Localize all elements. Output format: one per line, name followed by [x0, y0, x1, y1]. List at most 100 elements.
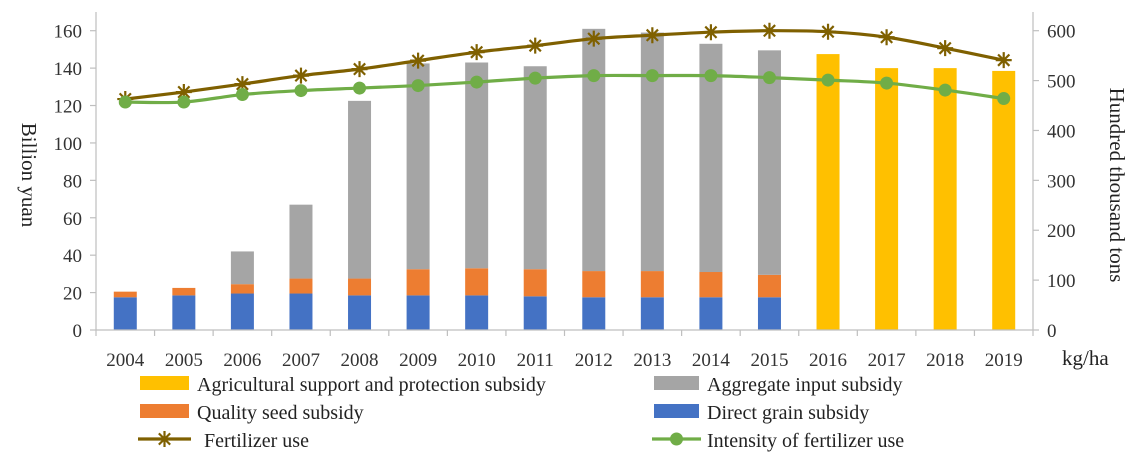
bar-segment [699, 297, 723, 330]
series-point [821, 73, 835, 87]
legend-marker [670, 432, 683, 446]
legend-swatch [654, 376, 699, 390]
right-tick-label: 0 [1047, 321, 1057, 342]
bar-segment [582, 271, 606, 298]
bar-segment [757, 297, 781, 330]
left-tick-label: 20 [63, 284, 82, 305]
bar-segment [465, 62, 489, 269]
series-point [937, 40, 954, 57]
bar-segment [465, 268, 489, 296]
bar-segment [816, 54, 840, 331]
series-point [353, 81, 367, 95]
series-point [995, 52, 1012, 69]
series-point [645, 69, 659, 83]
right-tick-label: 300 [1047, 171, 1076, 192]
left-tick-label: 140 [54, 59, 83, 80]
series-point [470, 75, 484, 89]
bar-segment [230, 293, 254, 330]
bar-segment [172, 295, 196, 330]
bar-segment [289, 293, 313, 330]
series-point [880, 76, 894, 90]
bar-segment [348, 295, 372, 330]
legend: Agricultural support and protection subs… [138, 374, 904, 452]
bar-segment [230, 251, 254, 285]
right-axis-unit-label: kg/ha [1062, 346, 1109, 370]
right-tick-label: 100 [1047, 271, 1076, 292]
series-point [704, 69, 718, 83]
legend-label: Fertilizer use [204, 430, 309, 452]
series-point [761, 22, 778, 39]
bar-segment [875, 68, 899, 330]
legend-label: Agricultural support and protection subs… [197, 374, 546, 396]
left-tick-label: 100 [54, 134, 83, 155]
series-point [351, 61, 368, 78]
ticks-layer: 0 20 40 60 80 100 120 140 160 0 100 200 300 400 500 600… [54, 22, 1076, 371]
legend-label: Intensity of fertilizer use [707, 430, 904, 452]
series-line [125, 29, 1005, 101]
bar-segment [289, 278, 313, 294]
legend-swatch [654, 404, 699, 418]
x-tick-label: 2007 [282, 350, 320, 371]
series-point [410, 52, 427, 69]
x-tick-label: 2015 [750, 350, 788, 371]
left-tick-label: 40 [63, 246, 82, 267]
bar-segment [933, 68, 957, 330]
legend-swatch [140, 404, 189, 418]
series-point [294, 84, 308, 98]
series-point [528, 71, 542, 85]
left-tick-label: 160 [54, 22, 83, 43]
x-tick-label: 2018 [926, 350, 964, 371]
right-axis-title: Hundred thousand tons [1105, 88, 1125, 283]
bar-segment [757, 50, 781, 275]
bar-segment [640, 32, 664, 272]
series-point [938, 83, 952, 97]
bar-segment [523, 66, 547, 270]
series-point [234, 76, 251, 93]
x-tick-label: 2006 [223, 350, 261, 371]
series-point [118, 95, 132, 109]
legend-marker [156, 431, 173, 447]
x-tick-label: 2014 [692, 350, 731, 371]
x-tick-label: 2016 [809, 350, 847, 371]
left-axis-title: Billion yuan [17, 123, 41, 228]
bar-segment [640, 297, 664, 330]
bar-segment [113, 297, 137, 330]
left-tick-label: 120 [54, 97, 83, 118]
series-point [585, 30, 602, 47]
bar-segment [523, 296, 547, 330]
bars-layer [113, 28, 1016, 331]
bar-segment [699, 43, 723, 273]
legend-swatch [140, 376, 189, 390]
bar-segment [582, 28, 606, 272]
right-tick-label: 200 [1047, 221, 1076, 242]
series-point [820, 23, 837, 40]
series-point [997, 92, 1011, 106]
x-tick-label: 2008 [341, 350, 379, 371]
series-line [125, 73, 1004, 105]
bar-segment [582, 297, 606, 330]
bar-segment [992, 70, 1016, 331]
series-point [177, 95, 191, 109]
left-tick-label: 80 [63, 171, 82, 192]
series-point [644, 27, 661, 44]
series-point [762, 71, 776, 85]
left-tick-label: 60 [63, 209, 82, 230]
bar-segment [699, 272, 723, 298]
series-point [411, 79, 425, 93]
series-point [702, 24, 719, 41]
series-point [175, 84, 192, 101]
bar-segment [757, 274, 781, 298]
legend-label: Direct grain subsidy [707, 402, 869, 424]
bar-segment [113, 291, 137, 298]
bar-segment [289, 204, 313, 279]
x-tick-label: 2012 [575, 350, 613, 371]
x-tick-label: 2010 [458, 350, 496, 371]
x-tick-label: 2005 [165, 350, 203, 371]
x-tick-label: 2004 [106, 350, 145, 371]
series-point [527, 37, 544, 54]
series-point [235, 88, 249, 102]
bar-segment [230, 284, 254, 294]
bar-segment [406, 269, 430, 296]
bar-segment [406, 295, 430, 330]
